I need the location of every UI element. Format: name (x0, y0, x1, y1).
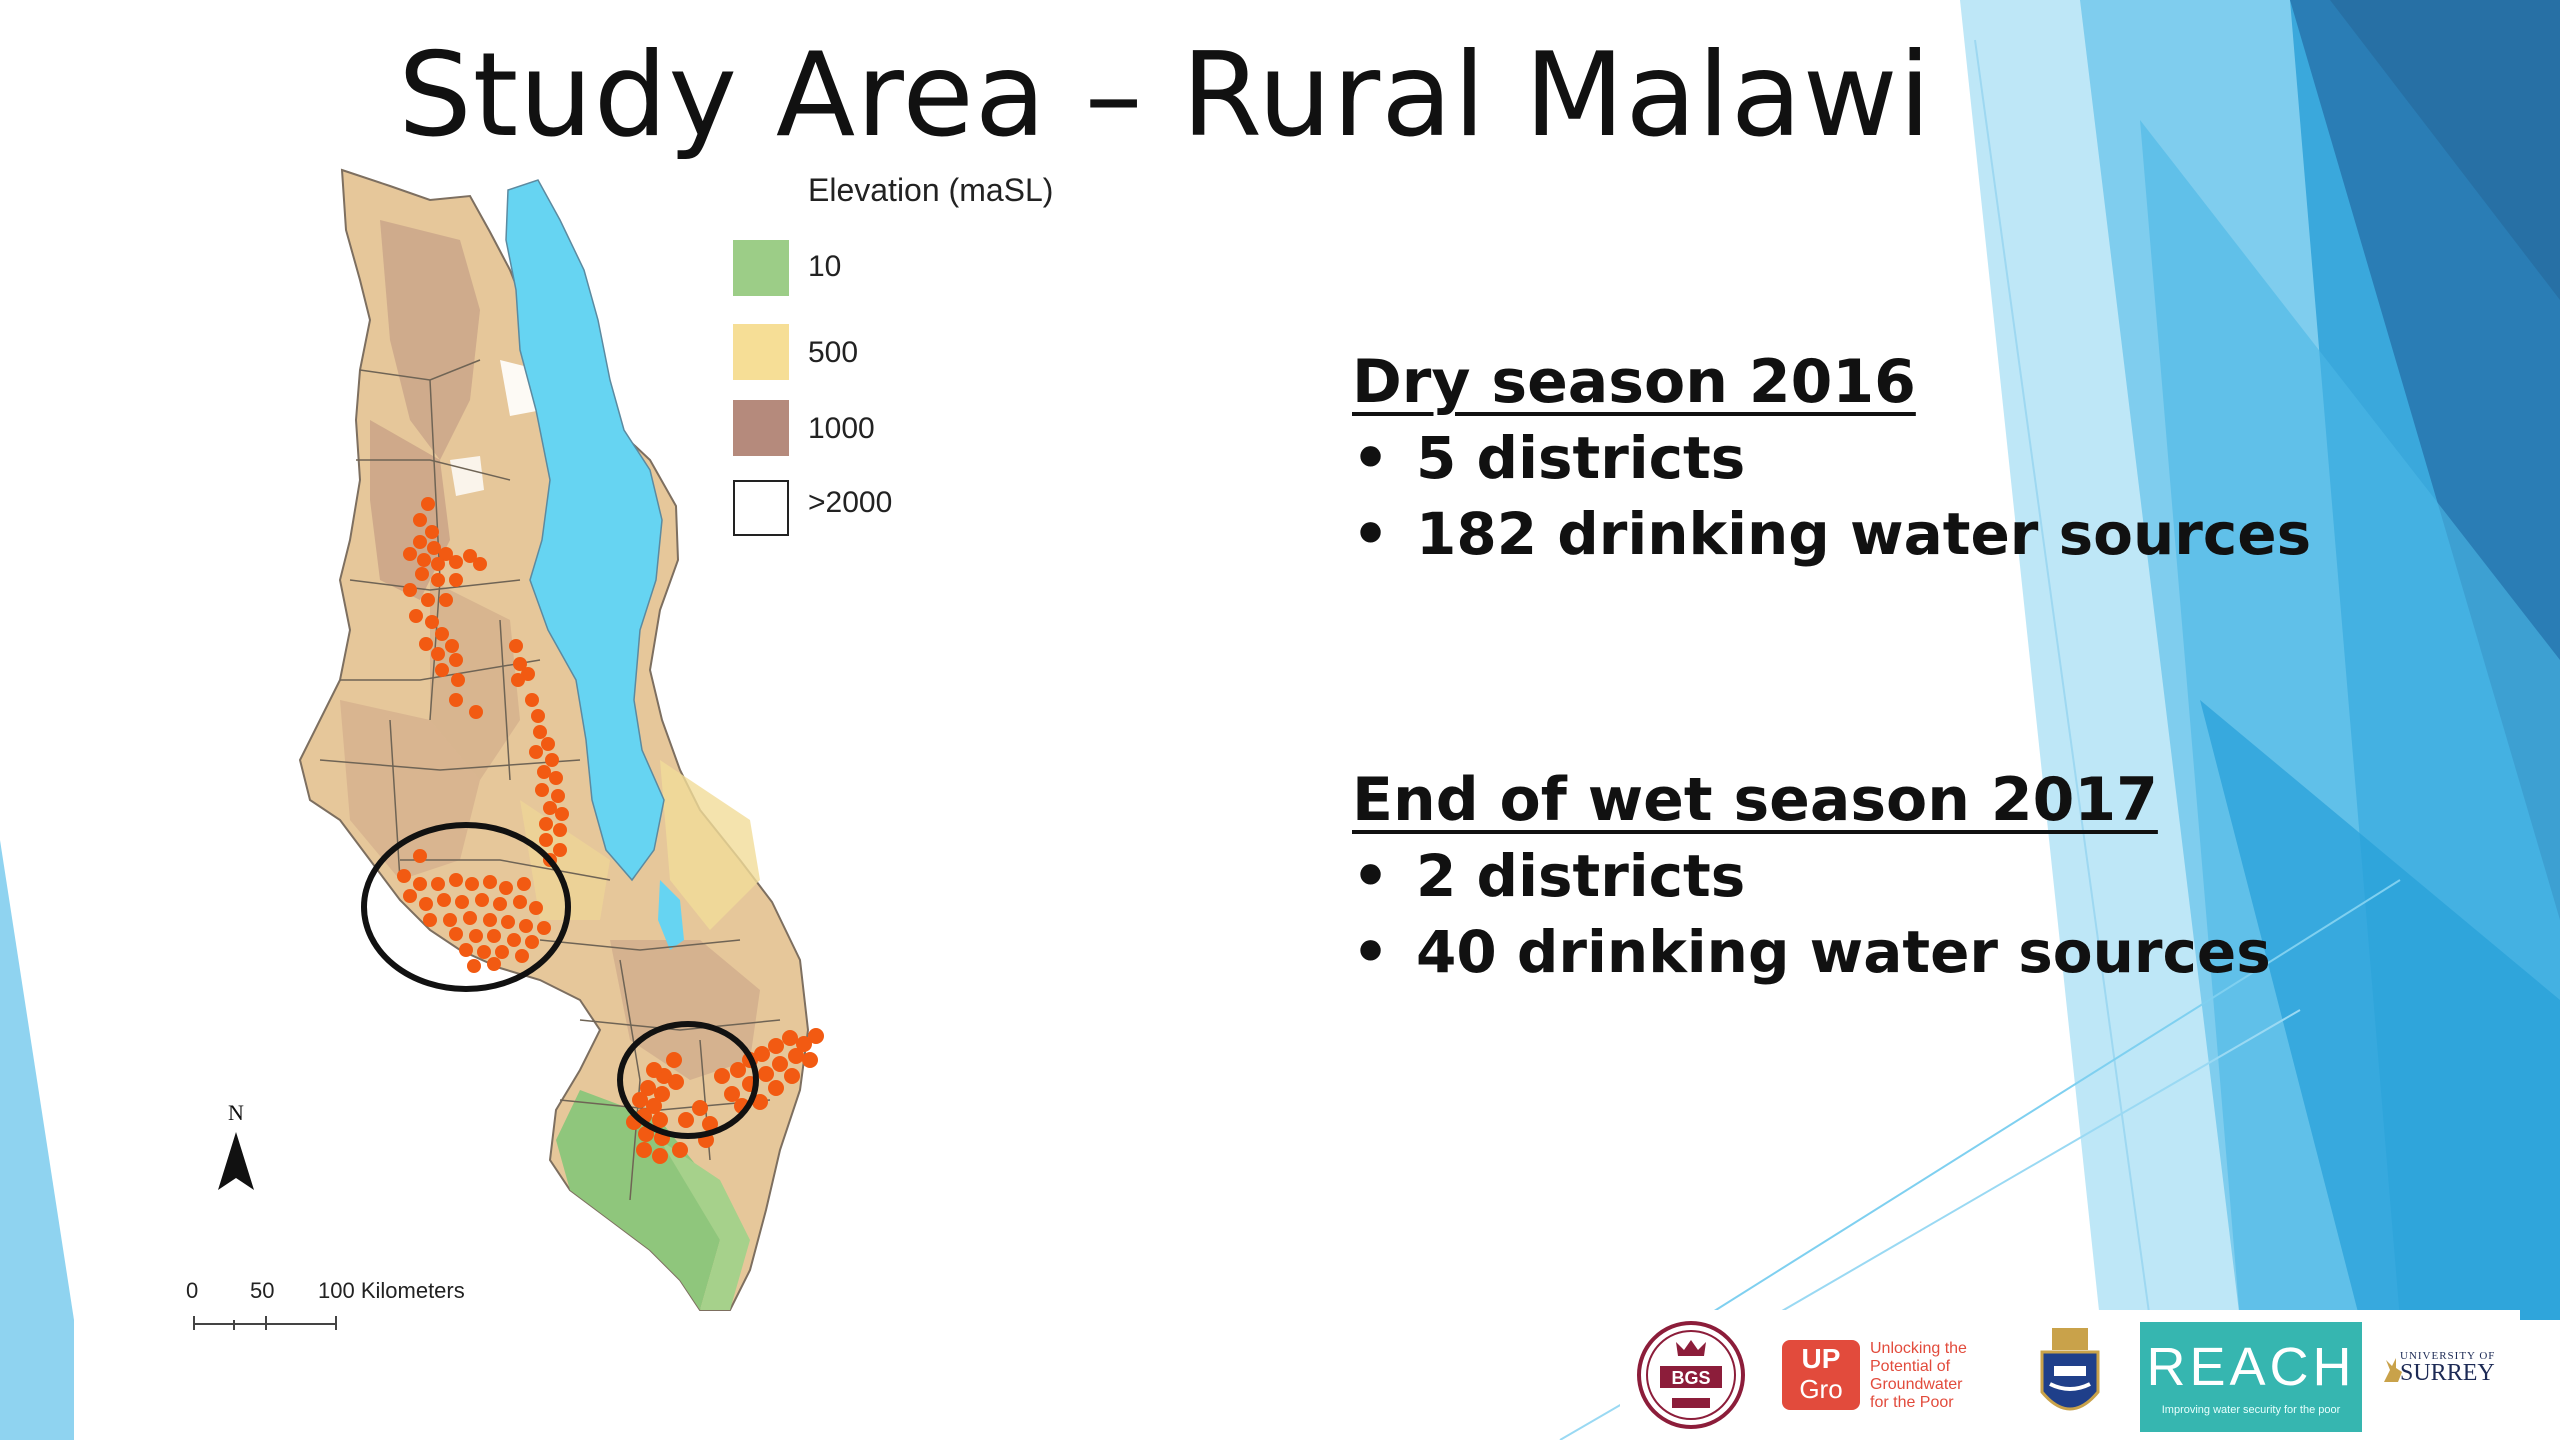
north-label: N (228, 1100, 244, 1125)
dry-season-section: Dry season 2016 5 districts 182 drinking… (1352, 344, 2311, 572)
upgro-text-line-3: Groundwater (1870, 1376, 1963, 1393)
legend-label-10: 10 (808, 250, 842, 283)
upgro-text-line-1: Unlocking the (1870, 1340, 1967, 1357)
highlight-circle-west (361, 822, 571, 992)
lake-malawi (505, 179, 665, 882)
scale-label-0: 0 (186, 1278, 199, 1303)
scale-bar (193, 1316, 337, 1330)
legend-title: Elevation (maSL) (808, 172, 1054, 208)
sample-points-north (403, 497, 487, 719)
reach-logo: REACH Improving water security for the p… (2140, 1322, 2362, 1432)
reach-logo-text: REACH (2146, 1337, 2356, 1397)
upgro-text-line-4: for the Poor (1870, 1394, 1954, 1411)
wet-season-heading: End of wet season 2017 (1352, 765, 2158, 835)
sample-points-central-east (509, 639, 569, 867)
legend-swatch-10 (733, 240, 789, 296)
upgro-logo-mark: UP Gro (1782, 1340, 1860, 1410)
legend-swatch-500 (733, 324, 789, 380)
dry-season-bullet-sources: 182 drinking water sources (1352, 496, 2311, 572)
surrey-stag-icon (2384, 1358, 2402, 1382)
upgro-text-line-2: Potential of (1870, 1358, 1951, 1375)
upgro-text: Unlocking the Potential of Groundwater f… (1870, 1340, 1967, 1412)
university-crest-icon (2040, 1328, 2100, 1411)
legend-label-2000: >2000 (808, 486, 893, 519)
legend-swatch-1000 (733, 400, 789, 456)
surrey-logo-small: UNIVERSITY OF (2400, 1350, 2496, 1362)
legend-label-1000: 1000 (808, 412, 875, 445)
dry-season-heading: Dry season 2016 (1352, 347, 1916, 417)
bgs-logo: BGS (1637, 1321, 1745, 1429)
legend-swatch-2000 (733, 480, 789, 536)
reach-logo-tagline: Improving water security for the poor (2161, 1404, 2341, 1416)
surrey-logo-big: SURREY (2400, 1360, 2495, 1386)
wet-season-bullet-districts: 2 districts (1352, 838, 2271, 914)
highlight-circle-south (617, 1021, 759, 1139)
scale-label-50: 50 (250, 1278, 275, 1303)
dry-season-bullet-districts: 5 districts (1352, 420, 2311, 496)
north-arrow-icon (218, 1132, 254, 1190)
scale-label-100: 100 Kilometers (318, 1278, 465, 1303)
wet-season-section: End of wet season 2017 2 districts 40 dr… (1352, 762, 2271, 990)
slide-title: Study Area – Rural Malawi (398, 28, 1932, 163)
wet-season-bullet-sources: 40 drinking water sources (1352, 914, 2271, 990)
upgro-mark-up: UP (1801, 1343, 1841, 1374)
malawi-elevation-map (298, 168, 824, 1311)
legend-label-500: 500 (808, 336, 859, 369)
upgro-mark-gro: Gro (1799, 1374, 1843, 1404)
bgs-logo-text: BGS (1671, 1368, 1710, 1388)
sample-points-central-west (397, 849, 551, 973)
surrey-logo: UNIVERSITY OF SURREY (2400, 1350, 2496, 1386)
